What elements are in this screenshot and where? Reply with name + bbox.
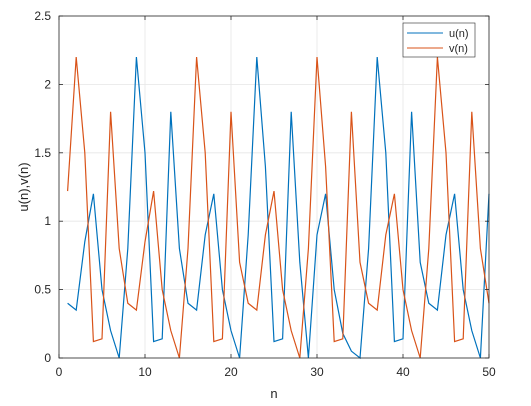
y-tick-label: 1.5 [34, 146, 51, 160]
grid-lines [58, 15, 490, 359]
legend: u(n) v(n) [402, 22, 476, 58]
series-line-v [67, 56, 490, 359]
x-tick-label: 20 [224, 365, 238, 379]
x-tick-label: 0 [56, 365, 63, 379]
series-line-u [67, 56, 490, 360]
legend-label-v: v(n) [449, 43, 468, 55]
y-tick-label: 0 [44, 351, 51, 365]
legend-label-u: u(n) [449, 28, 469, 40]
axis-ticks [58, 15, 490, 359]
x-tick-label: 50 [482, 365, 496, 379]
x-axis-label: n [270, 386, 277, 401]
y-tick-label: 2.5 [34, 9, 51, 23]
y-tick-label: 2 [44, 77, 51, 91]
x-tick-label: 30 [310, 365, 324, 379]
legend-box [402, 22, 476, 58]
x-tick-label: 40 [396, 365, 410, 379]
y-tick-label: 1 [44, 214, 51, 228]
tick-labels: 0 10 20 30 40 50 0 0.5 1 1.5 2 2.5 [34, 9, 496, 379]
y-axis-label: u(n),v(n) [16, 162, 31, 211]
y-tick-label: 0.5 [34, 283, 51, 297]
plot-frame [58, 15, 490, 359]
x-tick-label: 10 [138, 365, 152, 379]
series-layer [67, 56, 490, 360]
